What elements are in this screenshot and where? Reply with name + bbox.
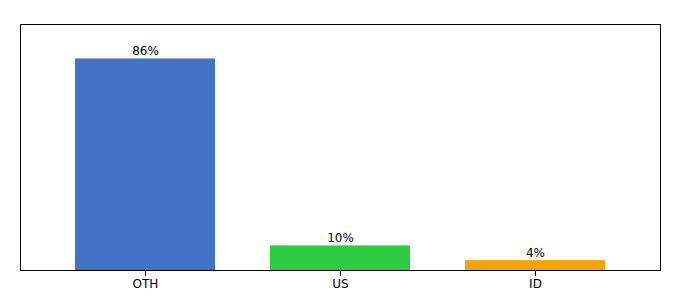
svg-text:ID: ID [529, 277, 542, 291]
svg-text:10%: 10% [327, 231, 354, 245]
svg-text:86%: 86% [132, 44, 159, 58]
svg-text:OTH: OTH [133, 277, 159, 291]
svg-text:4%: 4% [526, 246, 545, 260]
svg-text:US: US [332, 277, 348, 291]
